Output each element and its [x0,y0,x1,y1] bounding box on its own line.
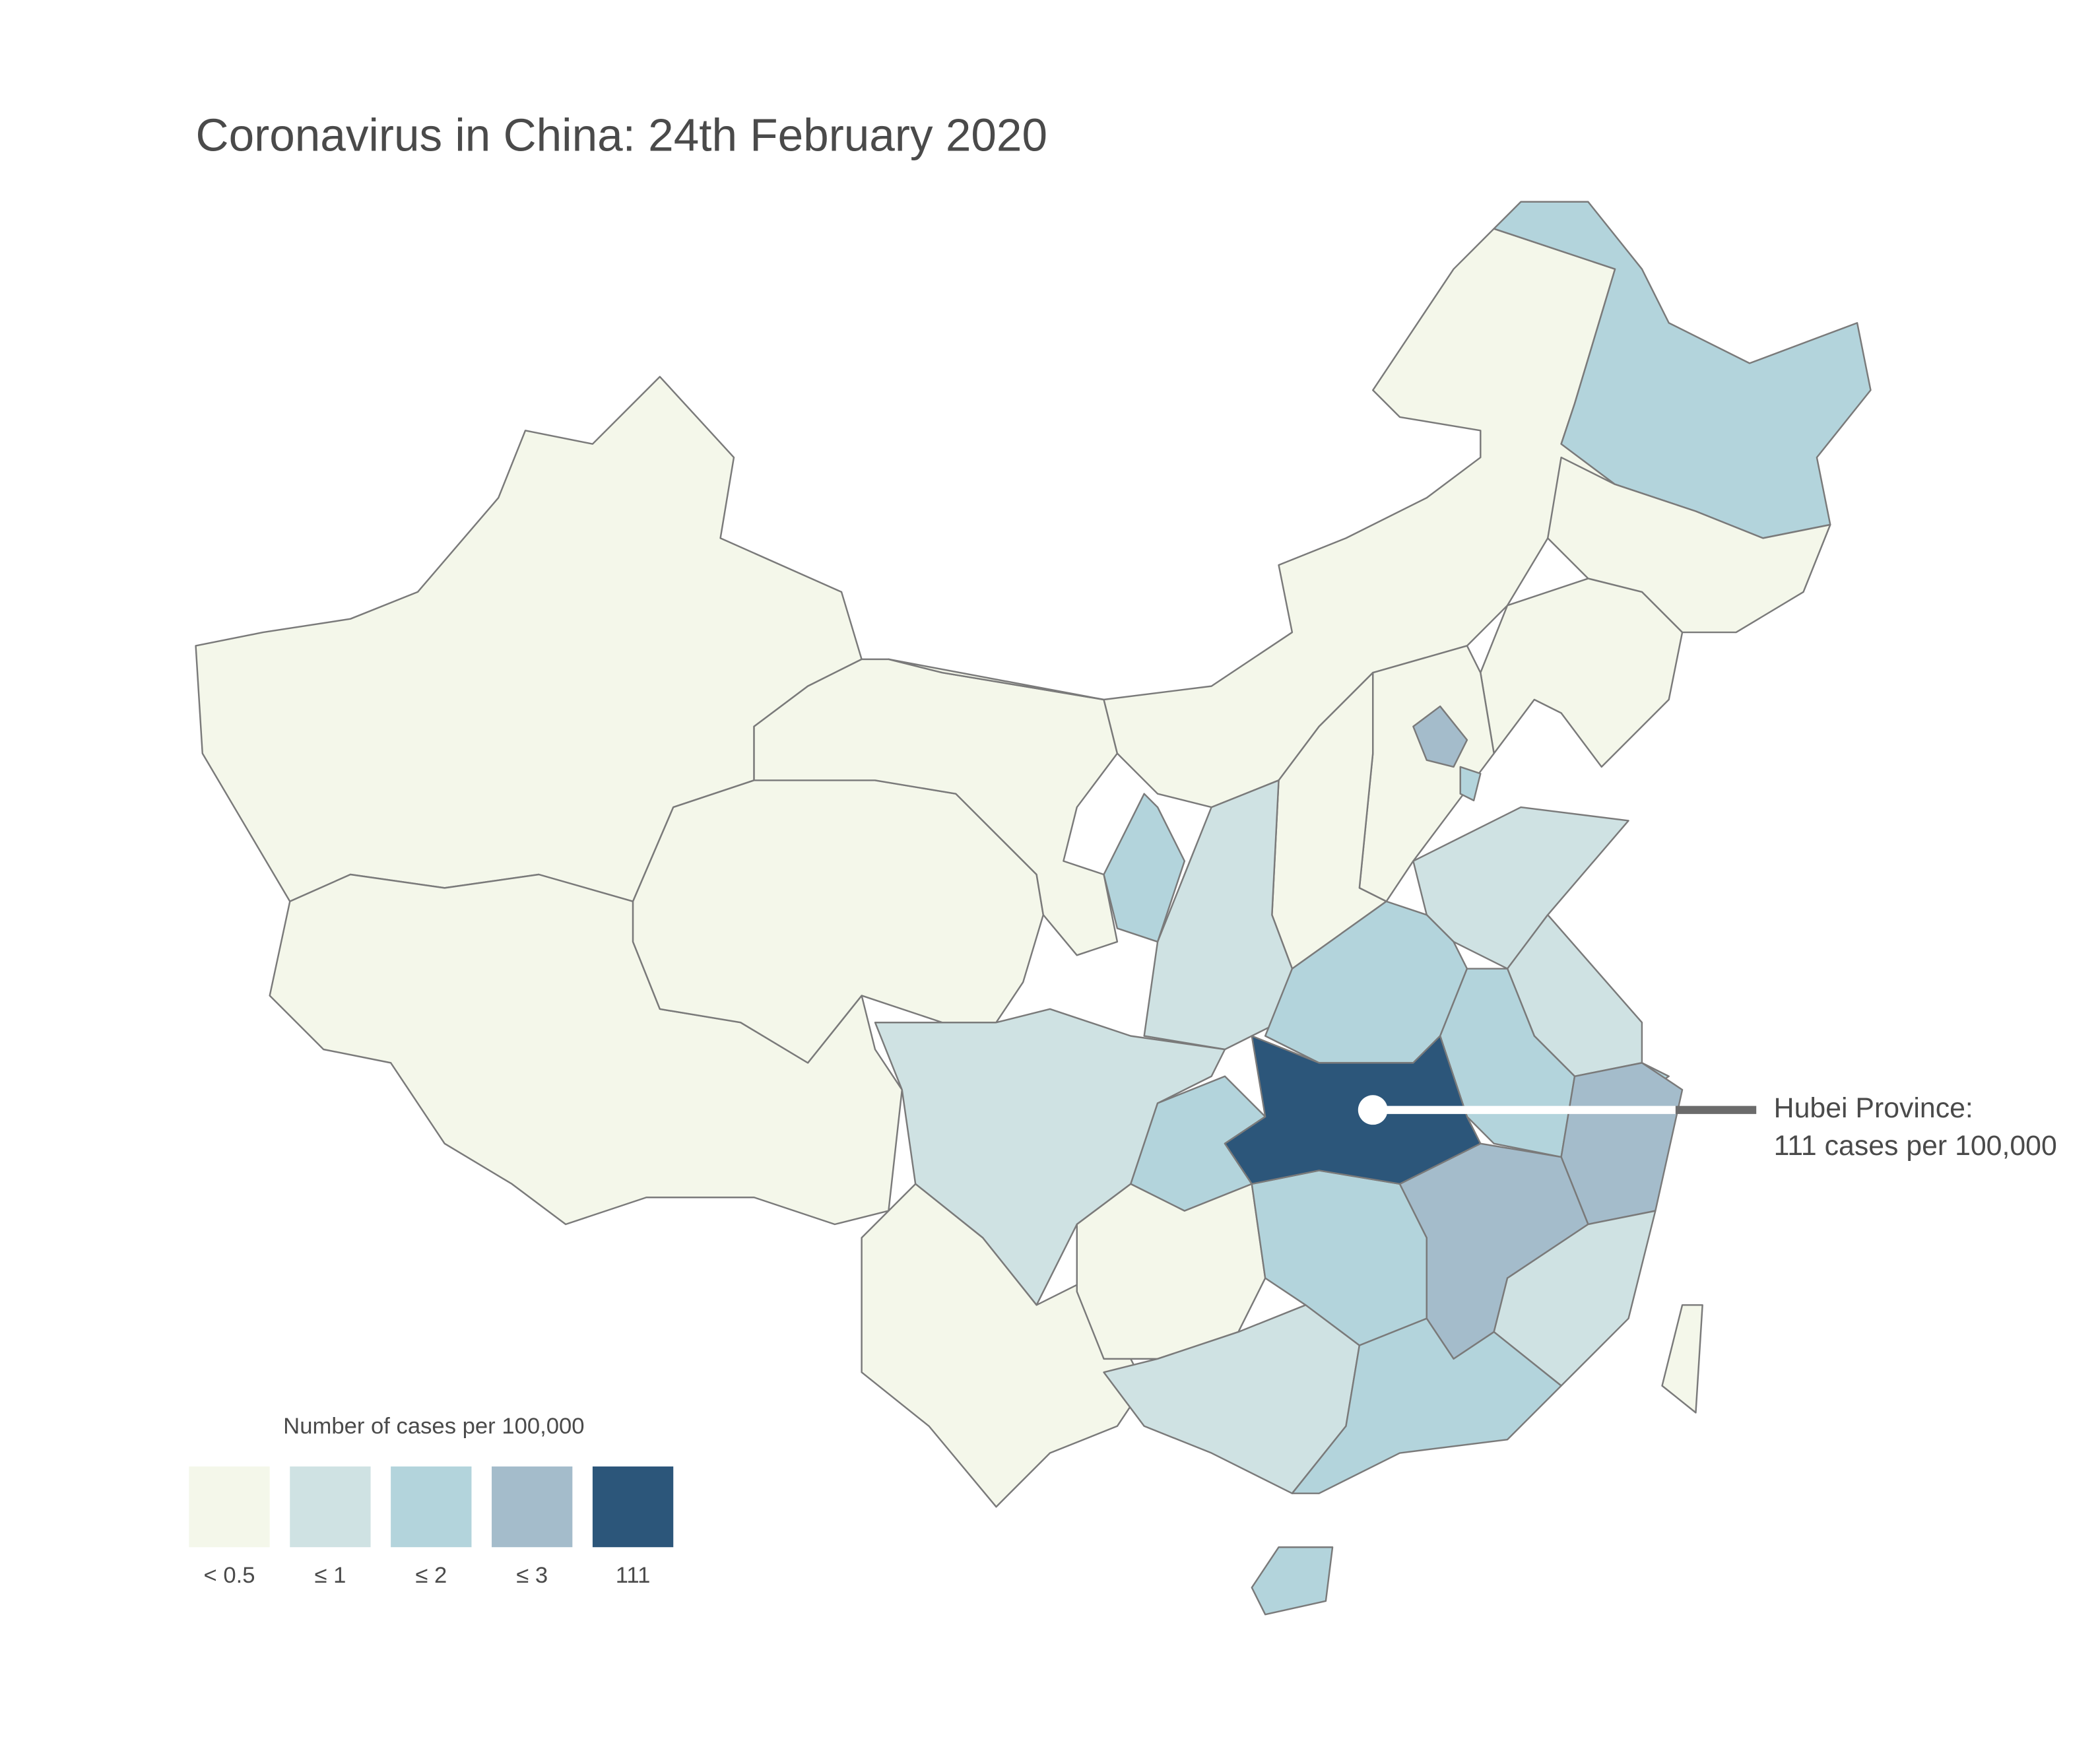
tianjin [1459,766,1482,802]
guangdong [1291,1317,1562,1494]
legend-label: 111 [616,1563,651,1588]
hainan [1251,1546,1334,1616]
guizhou [1076,1183,1266,1360]
taiwan [1661,1304,1703,1414]
callout-dot [1358,1095,1388,1125]
beijing [1412,705,1468,768]
ningxia [1103,793,1186,943]
annotation-line: 111 cases per 100,000 [1774,1130,2057,1162]
heilongjiang [1493,201,1872,539]
legend-title: Number of cases per 100,000 [283,1414,584,1439]
legend-swatch [391,1466,472,1548]
legend-label: ≤ 1 [314,1563,346,1588]
jilin [1547,456,1831,634]
legend-swatch [492,1466,573,1548]
legend: < 0.5 ≤ 1 ≤ 2 ≤ 3 111 [189,1466,674,1588]
annotation-line: Hubei Province: [1774,1092,1973,1124]
legend-swatch [592,1466,674,1548]
hubei [1224,1035,1482,1185]
legend-label: < 0.5 [204,1563,255,1588]
legend-label: ≤ 3 [516,1563,548,1588]
legend-swatch [189,1466,270,1548]
legend-label: ≤ 2 [415,1563,447,1588]
china-map [195,201,1872,1616]
title: Coronavirus in China: 24th February 2020 [196,109,1047,160]
legend-swatch [290,1466,371,1548]
gansu [753,658,1119,956]
